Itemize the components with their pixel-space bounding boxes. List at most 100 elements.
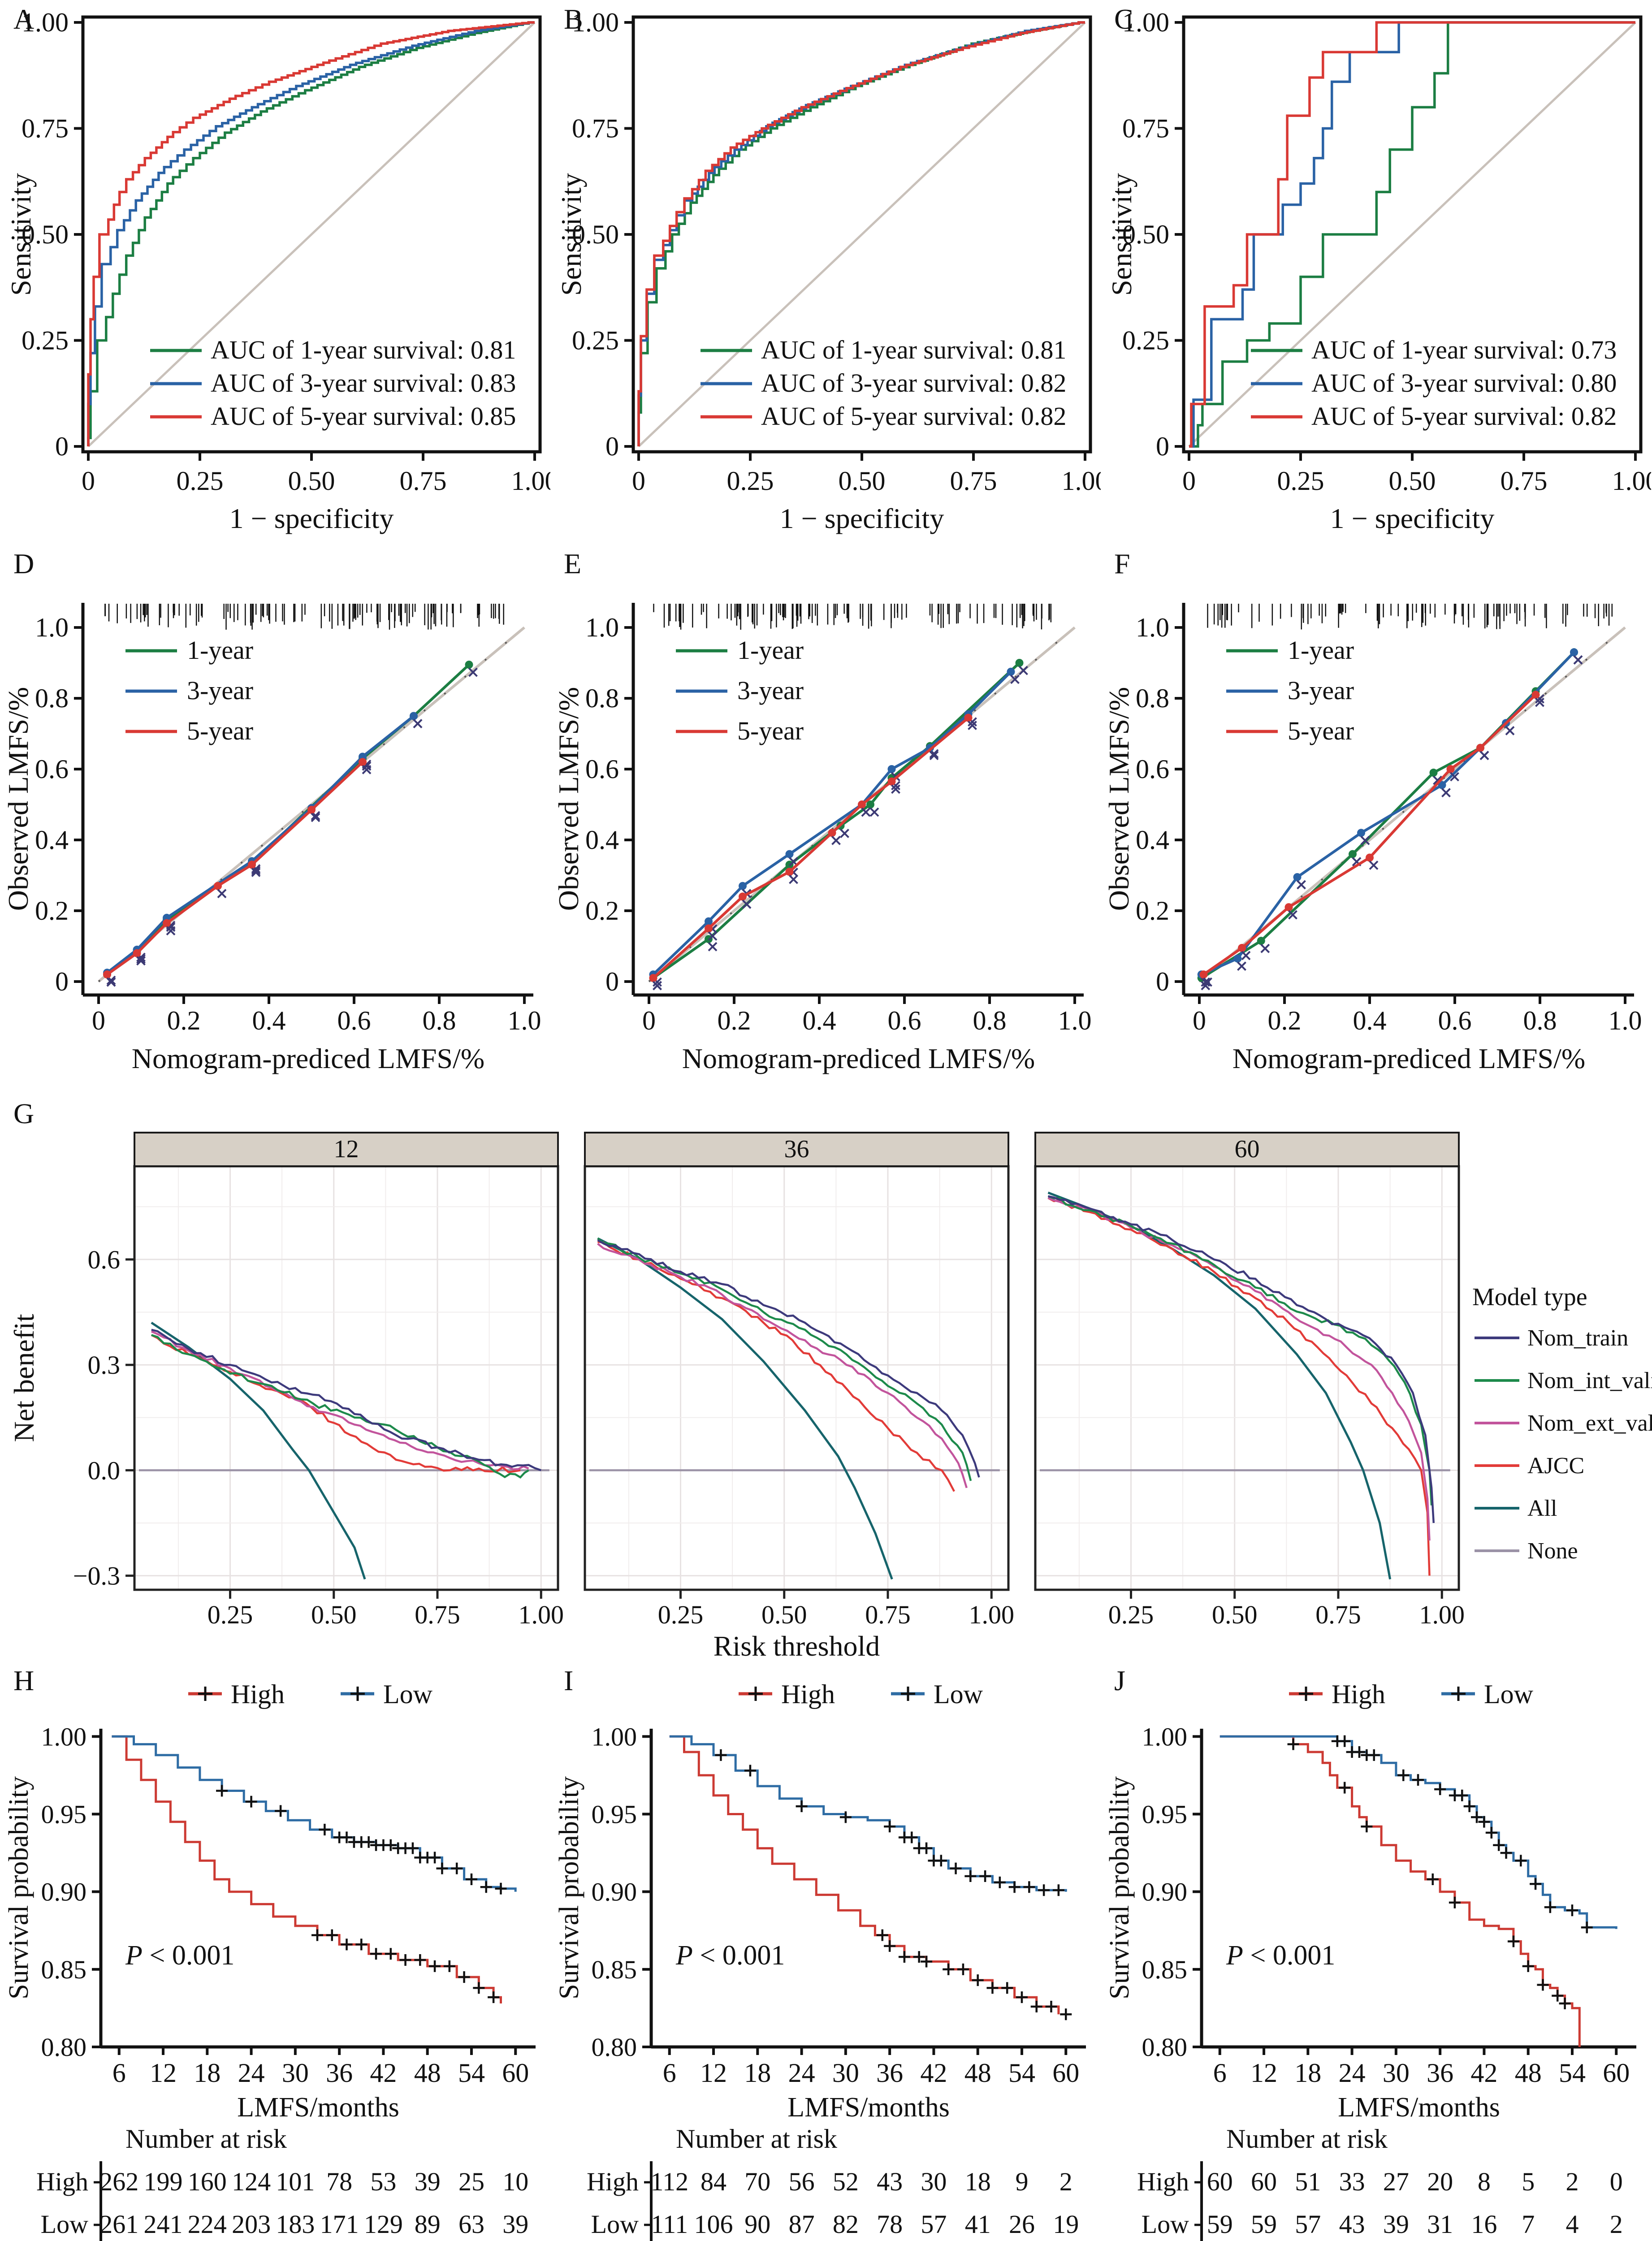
svg-text:18: 18 — [965, 2167, 991, 2196]
facet-strip: 12 — [134, 1132, 559, 1167]
svg-text:262: 262 — [99, 2167, 138, 2196]
rug-plot — [104, 604, 504, 630]
svg-text:0.4: 0.4 — [1353, 1006, 1387, 1035]
svg-text:84: 84 — [701, 2167, 727, 2196]
svg-text:54: 54 — [458, 2058, 485, 2088]
svg-text:0.2: 0.2 — [585, 896, 619, 926]
svg-text:0.90: 0.90 — [1142, 1878, 1188, 1907]
svg-text:36: 36 — [326, 2058, 353, 2088]
svg-text:0.6: 0.6 — [35, 754, 69, 784]
svg-text:1.00: 1.00 — [41, 1722, 87, 1751]
svg-text:0.50: 0.50 — [1389, 466, 1436, 496]
svg-text:Observed LMFS/%: Observed LMFS/% — [2, 687, 34, 911]
svg-text:Risk threshold: Risk threshold — [714, 1630, 880, 1661]
calibration-curve — [652, 717, 969, 979]
svg-text:89: 89 — [415, 2210, 441, 2239]
km-curve-Low — [112, 1735, 517, 1892]
svg-text:0.8: 0.8 — [1523, 1006, 1557, 1035]
svg-text:High: High — [587, 2167, 639, 2196]
svg-text:0.4: 0.4 — [803, 1006, 836, 1035]
calibration-chart-e: 0 0.2 0.4 0.6 0.8 1.0 0 0.2 0.4 0.6 0.8 1.0 Nomogram… — [553, 603, 1092, 1074]
svg-text:0.80: 0.80 — [41, 2033, 87, 2062]
panel-c-label: C — [1114, 3, 1133, 35]
svg-text:2: 2 — [1566, 2167, 1578, 2196]
svg-text:60: 60 — [1052, 2058, 1079, 2088]
svg-text:0.25: 0.25 — [658, 1600, 704, 1629]
svg-text:AUC of 5-year survival: 0.82: AUC of 5-year survival: 0.82 — [761, 402, 1066, 431]
svg-text:1.00: 1.00 — [22, 8, 69, 37]
svg-text:0: 0 — [1156, 967, 1169, 996]
svg-text:16: 16 — [1471, 2210, 1497, 2239]
km-curve-High — [112, 1735, 502, 2003]
km-chart-h: 6 12 18 24 30 36 42 48 54 60 1.00 0.95 0.90 0.85 0.80 L… — [4, 1679, 536, 2123]
svg-text:2: 2 — [1610, 2210, 1623, 2239]
svg-text:87: 87 — [789, 2210, 815, 2239]
dca-curve-Nom_train — [597, 1239, 980, 1478]
svg-text:63: 63 — [458, 2210, 484, 2239]
svg-text:1-year: 1-year — [1288, 636, 1354, 665]
svg-text:0.25: 0.25 — [1108, 1600, 1154, 1629]
legend: High Low — [188, 1679, 433, 1709]
svg-text:10: 10 — [502, 2167, 528, 2196]
svg-text:41: 41 — [965, 2210, 991, 2239]
svg-text:0.6: 0.6 — [1136, 754, 1169, 784]
legend: 1-year 3-year 5-year — [676, 636, 804, 745]
svg-text:0.50: 0.50 — [572, 220, 619, 249]
dca-curves — [1040, 1191, 1450, 1579]
diagonal-reference-line — [638, 22, 1086, 447]
diagonal-reference-line — [1188, 22, 1636, 447]
svg-text:60: 60 — [1235, 1135, 1260, 1163]
svg-text:0: 0 — [82, 466, 95, 496]
svg-text:0.50: 0.50 — [288, 466, 335, 496]
legend: AUC of 1-year survival: 0.73 AUC of 3-yea… — [1251, 335, 1617, 431]
km-curves — [112, 1735, 517, 2003]
svg-text:3-year: 3-year — [737, 676, 804, 705]
svg-text:48: 48 — [964, 2058, 991, 2088]
svg-text:Low: Low — [934, 1679, 983, 1709]
panel-h: H 6 12 18 24 30 36 42 48 54 60 1.00 0.95 0.90 0.85 0.8… — [0, 1661, 550, 2241]
svg-text:18: 18 — [194, 2058, 221, 2088]
svg-text:43: 43 — [1339, 2210, 1365, 2239]
panel-h-label: H — [13, 1665, 35, 1696]
svg-text:0.4: 0.4 — [252, 1006, 286, 1035]
svg-text:1.0: 1.0 — [1136, 613, 1169, 642]
svg-text:48: 48 — [1515, 2058, 1542, 2088]
roc-curves — [1189, 21, 1635, 448]
svg-text:42: 42 — [1470, 2058, 1497, 2088]
svg-text:0: 0 — [642, 1006, 656, 1035]
svg-text:39: 39 — [1383, 2210, 1409, 2239]
svg-text:111: 111 — [651, 2210, 688, 2239]
svg-text:LMFS/months: LMFS/months — [237, 2092, 399, 2123]
svg-text:0.75: 0.75 — [22, 114, 69, 143]
row-calibration: D 0 0.2 0.4 0.6 0.8 1.0 0 0.2 0.4 0.6 0.8 1.0 Nomogr… — [0, 545, 1652, 1095]
svg-text:0.25: 0.25 — [177, 466, 224, 496]
svg-text:0.6: 0.6 — [888, 1006, 921, 1035]
svg-text:Number at risk: Number at risk — [125, 2124, 287, 2154]
calibration-curves — [103, 660, 478, 987]
panel-j-label: J — [1114, 1665, 1125, 1696]
svg-text:39: 39 — [502, 2210, 528, 2239]
km-curves — [669, 1735, 1072, 2020]
gridlines — [585, 1166, 1008, 1590]
risk-table: Number at risk High 112 84 70 56 52 43 30 18 9 2 Low… — [587, 2124, 1079, 2241]
row-km: H 6 12 18 24 30 36 42 48 54 60 1.00 0.95 0.90 0.85 0.8… — [0, 1661, 1652, 2241]
panel-e: E 0 0.2 0.4 0.6 0.8 1.0 0 0.2 0.4 0.6 0.8 1.0 Nomogr… — [550, 545, 1101, 1095]
panel-g: G Net benefit 12 0.25 0.50 0.75 1.00 −0.3 0.0 0.… — [0, 1095, 1652, 1661]
svg-text:0.85: 0.85 — [592, 1955, 637, 1984]
svg-text:Survival probability: Survival probability — [1104, 1776, 1135, 1999]
svg-text:18: 18 — [744, 2058, 771, 2088]
svg-text:51: 51 — [1295, 2167, 1321, 2196]
roc-curve — [1189, 21, 1635, 448]
km-chart-i: 6 12 18 24 30 36 42 48 54 60 1.00 0.95 0.90 0.85 0.80 L… — [554, 1679, 1086, 2123]
km-curve-Low — [669, 1735, 1067, 1892]
roc-curve — [87, 21, 535, 446]
svg-text:60: 60 — [1603, 2058, 1630, 2088]
panel-a-label: A — [13, 3, 35, 35]
svg-text:1 − specificity: 1 − specificity — [229, 502, 394, 534]
km-curve-High — [1220, 1735, 1581, 2047]
diagonal-reference-line — [87, 22, 536, 447]
roc-chart-c: 0 0.25 0.50 0.75 1.00 0 0.25 0.50 0.75 1.00 1 − sp… — [1106, 8, 1651, 534]
svg-text:12: 12 — [700, 2058, 727, 2088]
svg-text:0.6: 0.6 — [585, 754, 619, 784]
panel-a: A 0 0.25 0.50 0.75 1.00 0 0.25 0.50 0.75 1.00 1 − … — [0, 0, 550, 545]
